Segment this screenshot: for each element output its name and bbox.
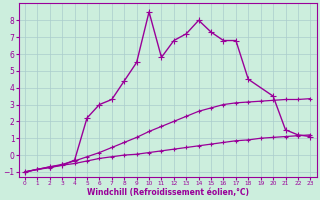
X-axis label: Windchill (Refroidissement éolien,°C): Windchill (Refroidissement éolien,°C) bbox=[87, 188, 249, 197]
